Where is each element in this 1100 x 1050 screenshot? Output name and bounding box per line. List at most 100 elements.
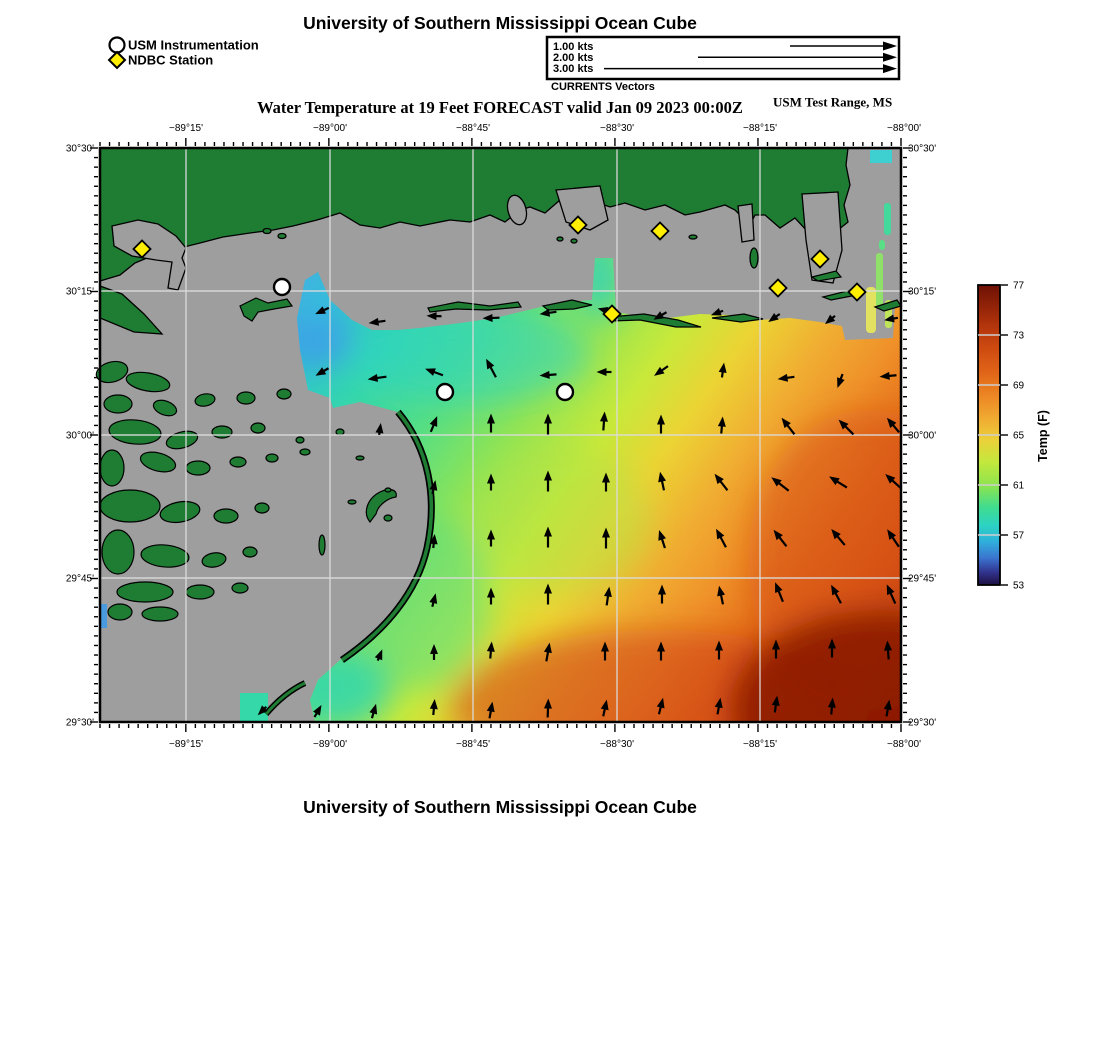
colorbar-ticks: 77 73 69 65 61 57 53	[978, 281, 1025, 592]
marsh-island	[265, 453, 279, 463]
barrier-island	[608, 313, 702, 328]
marsh-island	[103, 394, 133, 414]
current-arrow	[886, 584, 897, 605]
current-arrow	[718, 362, 727, 378]
current-arrow	[710, 308, 724, 316]
current-arrow-head	[426, 312, 437, 321]
current-arrow-head	[710, 308, 722, 316]
scale-arrow-head	[883, 64, 897, 74]
current-arrow-head	[716, 528, 725, 540]
scale-arrow-head	[883, 52, 897, 62]
current-arrow	[487, 473, 495, 491]
x-axis-label: −88°00'	[887, 123, 921, 134]
current-arrow	[837, 373, 845, 389]
current-arrow	[315, 306, 330, 315]
current-arrow-head	[544, 526, 552, 537]
y-axis-label: 30°15'	[908, 287, 936, 298]
current-arrow-head	[430, 644, 438, 654]
axis-ticks	[90, 138, 911, 732]
legend-ndbc-label: NDBC Station	[128, 53, 213, 68]
current-arrow	[829, 476, 848, 489]
marsh-island	[295, 436, 305, 444]
marsh-island	[101, 529, 135, 575]
current-arrow	[654, 365, 669, 376]
current-arrow-head	[539, 308, 551, 317]
current-arrow	[426, 312, 442, 321]
map-frame	[98, 146, 903, 724]
barrier-island	[810, 270, 843, 282]
x-axis-label: −88°45'	[456, 739, 490, 750]
current-arrow	[658, 584, 666, 604]
current-arrow-head	[487, 529, 495, 540]
y-axis-label: 30°15'	[66, 287, 94, 298]
ndbc-station-marker	[132, 239, 152, 259]
current-arrow-head	[654, 366, 665, 376]
current-arrow-head	[603, 586, 612, 598]
current-arrow-head	[657, 641, 665, 652]
bays	[111, 185, 843, 291]
current-arrow-head	[482, 313, 493, 322]
current-arrow	[656, 697, 665, 715]
current-arrow-head	[886, 584, 895, 596]
current-arrow	[828, 638, 836, 658]
current-arrow	[544, 470, 552, 492]
colorbar-tick-label: 77	[1013, 281, 1025, 292]
current-arrow	[368, 317, 386, 326]
current-arrow-head	[315, 306, 326, 315]
current-arrow	[714, 697, 723, 715]
y-axis-label: 30°00'	[908, 431, 936, 442]
forecast-subtitle: Water Temperature at 19 Feet FORECAST va…	[257, 98, 743, 117]
current-arrow-head	[657, 414, 665, 425]
current-arrow	[658, 529, 666, 549]
current-arrow	[429, 593, 438, 608]
current-arrow-head	[544, 413, 552, 424]
current-arrow-head	[884, 640, 893, 651]
marsh-island	[185, 584, 215, 600]
barrier-island	[711, 313, 764, 323]
kts-1-label: 1.00 kts	[553, 41, 593, 53]
current-arrow	[886, 417, 900, 433]
marsh-island	[299, 448, 311, 456]
y-axis-label: 29°45'	[908, 574, 936, 585]
current-arrow	[487, 529, 495, 547]
marsh-island	[231, 582, 249, 594]
y-axis-label: 29°30'	[66, 718, 94, 729]
current-arrow-head	[596, 368, 607, 376]
current-arrow	[596, 368, 612, 376]
marsh-island	[201, 552, 227, 568]
current-arrow	[430, 644, 438, 660]
current-arrow-head	[838, 419, 849, 430]
current-arrow	[429, 480, 438, 495]
current-arrow-head	[714, 697, 723, 709]
current-arrow-head	[828, 638, 836, 649]
current-arrow-head	[656, 697, 665, 709]
usm-station-marker	[272, 277, 292, 297]
x-axis-label: −89°00'	[313, 123, 347, 134]
ndbc-station-marker	[810, 249, 830, 269]
current-arrow-head	[831, 528, 841, 540]
current-arrow-head	[425, 368, 436, 376]
current-arrow	[887, 529, 900, 548]
current-arrow	[602, 527, 610, 549]
marsh-island	[276, 388, 292, 400]
colorbar: 77 73 69 65 61 57 53 Temp (F)	[977, 281, 1050, 592]
current-arrow	[544, 413, 552, 435]
legend-usm-label: USM Instrumentation	[128, 38, 259, 53]
page-title: University of Southern Mississippi Ocean…	[303, 13, 697, 33]
current-arrow-head	[539, 370, 550, 379]
current-arrow	[539, 370, 557, 379]
x-axis-label: −88°00'	[887, 739, 921, 750]
current-arrow	[487, 587, 495, 605]
chandeleur-islands	[263, 409, 435, 716]
current-arrow-head	[543, 698, 552, 709]
x-axis-label: −88°15'	[743, 123, 777, 134]
scale-arrow-head	[883, 41, 897, 51]
current-arrow	[486, 641, 495, 659]
bay	[737, 203, 755, 243]
current-arrow-head	[601, 641, 609, 652]
current-arrow	[885, 473, 902, 489]
current-arrow-head	[543, 642, 552, 654]
graticule	[100, 148, 901, 722]
